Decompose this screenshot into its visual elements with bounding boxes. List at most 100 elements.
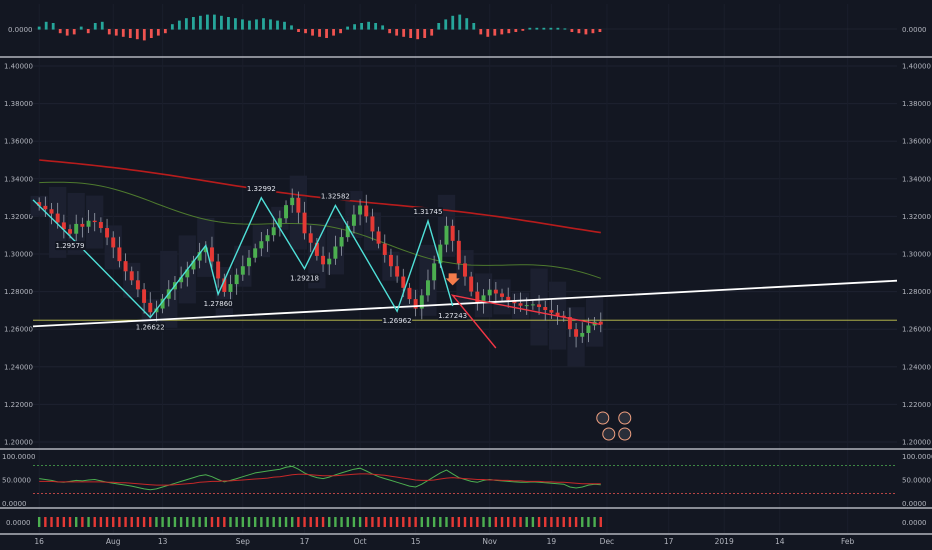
y-tick-label-right: 1.38000	[902, 100, 931, 108]
signal-bar	[155, 517, 158, 527]
candle-body	[259, 241, 264, 249]
oscillator-bar	[241, 19, 244, 30]
oscillator-bar	[416, 29, 420, 40]
oscillator-bar	[444, 19, 448, 30]
candle-body	[253, 248, 258, 258]
candle-body	[123, 261, 128, 272]
signal-bar	[371, 517, 374, 527]
candle-body	[43, 205, 48, 210]
y-tick-label-left: 1.34000	[4, 175, 33, 183]
candle-body	[203, 247, 208, 253]
signal-bar	[50, 517, 53, 527]
oscillator-bar	[86, 29, 90, 34]
oscillator-bar	[402, 29, 406, 37]
candle-body	[80, 223, 85, 227]
signal-bar	[414, 517, 417, 527]
oscillator-bar	[234, 18, 237, 30]
candle-body	[148, 302, 153, 313]
signal-bar	[235, 517, 238, 527]
signal-bar	[562, 517, 565, 527]
oscillator-bar	[409, 29, 413, 38]
candle-body	[561, 315, 566, 317]
signal-bar	[426, 517, 430, 527]
oscillator-bar	[584, 29, 588, 35]
oscillator-bar	[142, 29, 146, 41]
signal-bar	[124, 517, 127, 527]
candle-body	[271, 227, 276, 236]
candle-body	[216, 261, 221, 279]
event-badges	[596, 411, 632, 441]
candle-body	[345, 225, 350, 238]
signal-bar	[161, 517, 164, 527]
signal-bar	[482, 517, 485, 527]
candle-body	[98, 222, 103, 229]
rsi-panel: 100.0000 100.0000 50.0000 50.0000 0.0000 0.00…	[2, 453, 932, 508]
y-tick-label-left: 1.26000	[4, 326, 33, 334]
candle-body	[549, 310, 554, 313]
y-tick-label-right: 1.30000	[902, 251, 931, 259]
signal-bar	[167, 517, 170, 527]
pivot-label: 1.32582	[321, 192, 350, 200]
oscillator-bar	[374, 23, 378, 30]
pivot-label: 1.31745	[413, 208, 442, 216]
candle-body	[456, 240, 461, 264]
oscillator-bar	[121, 29, 125, 37]
candle-body	[487, 289, 492, 296]
signal-bar	[81, 517, 84, 527]
candle-body	[413, 299, 418, 309]
y-tick-label-left: 1.20000	[4, 439, 33, 447]
oscillator-bar	[248, 20, 251, 30]
oscillator-bar	[465, 18, 469, 30]
oscillator-bar	[507, 29, 511, 34]
price-panel: 1.40000 1.40000 1.38000 1.38000 1.36000 1.360…	[4, 63, 931, 447]
signal-bar	[130, 517, 133, 527]
candle-body	[339, 237, 344, 247]
signal-bar	[544, 517, 547, 527]
oscillator-bar	[44, 21, 48, 30]
oscillator-top-panel: 0.0000 0.0000	[8, 14, 927, 41]
oscillator-bar	[521, 29, 525, 31]
oscillator-bar	[479, 29, 483, 35]
candle-body	[382, 243, 387, 255]
signal-bar	[309, 517, 312, 527]
y-tick-label-left: 1.40000	[4, 63, 33, 71]
signal-bar	[204, 517, 207, 527]
candle-body	[388, 254, 393, 267]
signal-bar	[531, 517, 535, 527]
candle-body	[351, 214, 356, 226]
signal-bar	[321, 517, 325, 527]
signal-axis-label-right: 0.0000	[902, 519, 927, 527]
candle-body	[475, 291, 480, 303]
y-tick-label-left: 1.28000	[4, 288, 33, 296]
signal-bar	[266, 517, 269, 527]
y-tick-label-right: 1.34000	[902, 175, 931, 183]
oscillator-bar	[170, 24, 174, 30]
candle-body	[135, 280, 140, 290]
signal-bar	[457, 517, 461, 527]
rsi-line	[39, 465, 601, 491]
signal-bar	[56, 517, 59, 527]
oscillator-bar	[570, 29, 574, 32]
x-axis: 16 Aug 13 Sep 17 Oct 15 Nov 19 Dec 17 2019 14 Feb	[34, 537, 854, 546]
pivot-label-bg	[203, 299, 234, 309]
signal-bar	[439, 517, 442, 527]
candle-body	[86, 220, 91, 227]
oscillator-bar	[332, 29, 335, 36]
candle-body	[265, 235, 270, 242]
signal-bar	[210, 517, 214, 527]
y-tick-label-left: 1.36000	[4, 138, 33, 146]
signal-bar	[408, 517, 411, 527]
signal-bar	[568, 517, 572, 527]
oscillator-bar	[163, 29, 167, 34]
oscillator-bar	[458, 14, 462, 30]
signal-bar	[494, 517, 498, 527]
oscillator-bar	[360, 23, 364, 30]
signal-bar	[253, 517, 257, 527]
candle-body	[55, 213, 60, 223]
signal-bar	[186, 517, 189, 527]
signal-bar	[75, 517, 78, 527]
zigzag-line	[32, 196, 454, 319]
oscillator-bar	[395, 29, 399, 36]
x-tick-label: Oct	[354, 537, 367, 546]
oscillator-bar	[156, 29, 160, 36]
